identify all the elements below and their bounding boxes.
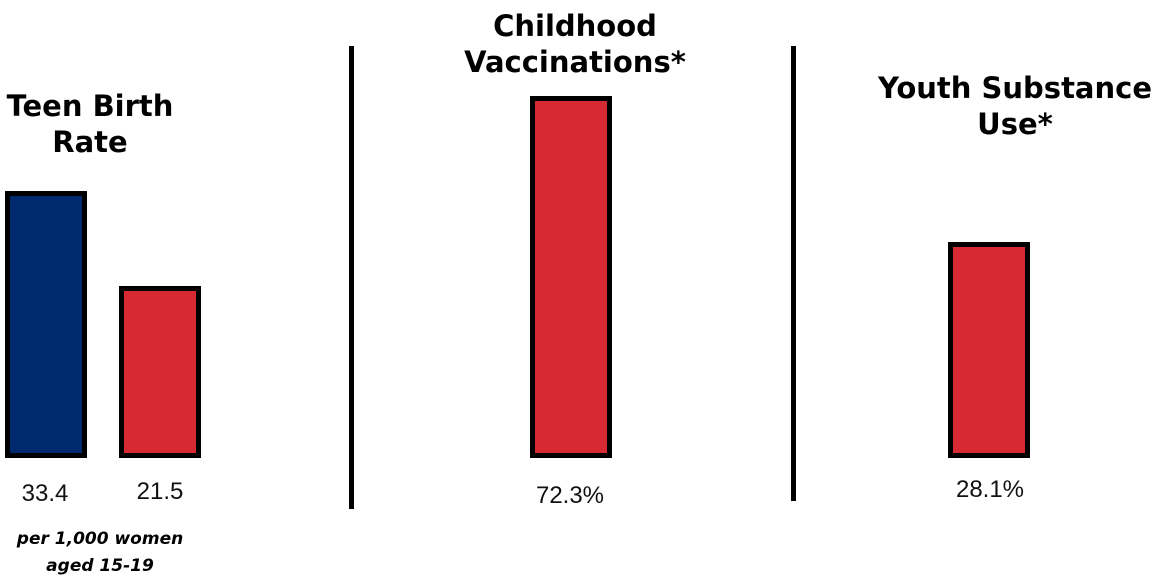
panel-divider-2 [791, 46, 796, 501]
teen-birth-rate-value-1: 33.4 [21, 480, 69, 507]
childhood-vaccinations-title-line1: Childhood [493, 9, 657, 43]
teen-birth-rate-title: Teen Birth Rate [0, 88, 180, 160]
childhood-vaccinations-value: 72.3% [535, 482, 605, 509]
teen-birth-rate-value-2: 21.5 [136, 478, 184, 505]
teen-birth-rate-bar-1 [5, 191, 87, 458]
childhood-vaccinations-title: Childhood Vaccinations* [440, 8, 710, 80]
childhood-vaccinations-bar [530, 96, 612, 458]
youth-substance-use-title-line2: Use* [977, 107, 1053, 141]
youth-substance-use-title: Youth Substance Use* [870, 70, 1156, 142]
teen-birth-rate-title-line1: Teen Birth [6, 89, 174, 123]
youth-substance-use-bar [948, 242, 1030, 458]
teen-birth-rate-title-line2: Rate [52, 125, 128, 159]
teen-birth-rate-unit-note-line2: aged 15-19 [46, 556, 154, 576]
teen-birth-rate-bar-2 [119, 286, 201, 458]
teen-birth-rate-unit-note: per 1,000 women aged 15-19 [0, 526, 200, 580]
teen-birth-rate-unit-note-line1: per 1,000 women [16, 529, 184, 549]
panel-divider-1 [349, 46, 354, 509]
childhood-vaccinations-title-line2: Vaccinations* [464, 45, 686, 79]
youth-substance-use-value: 28.1% [955, 476, 1025, 503]
youth-substance-use-title-line1: Youth Substance [878, 71, 1152, 105]
